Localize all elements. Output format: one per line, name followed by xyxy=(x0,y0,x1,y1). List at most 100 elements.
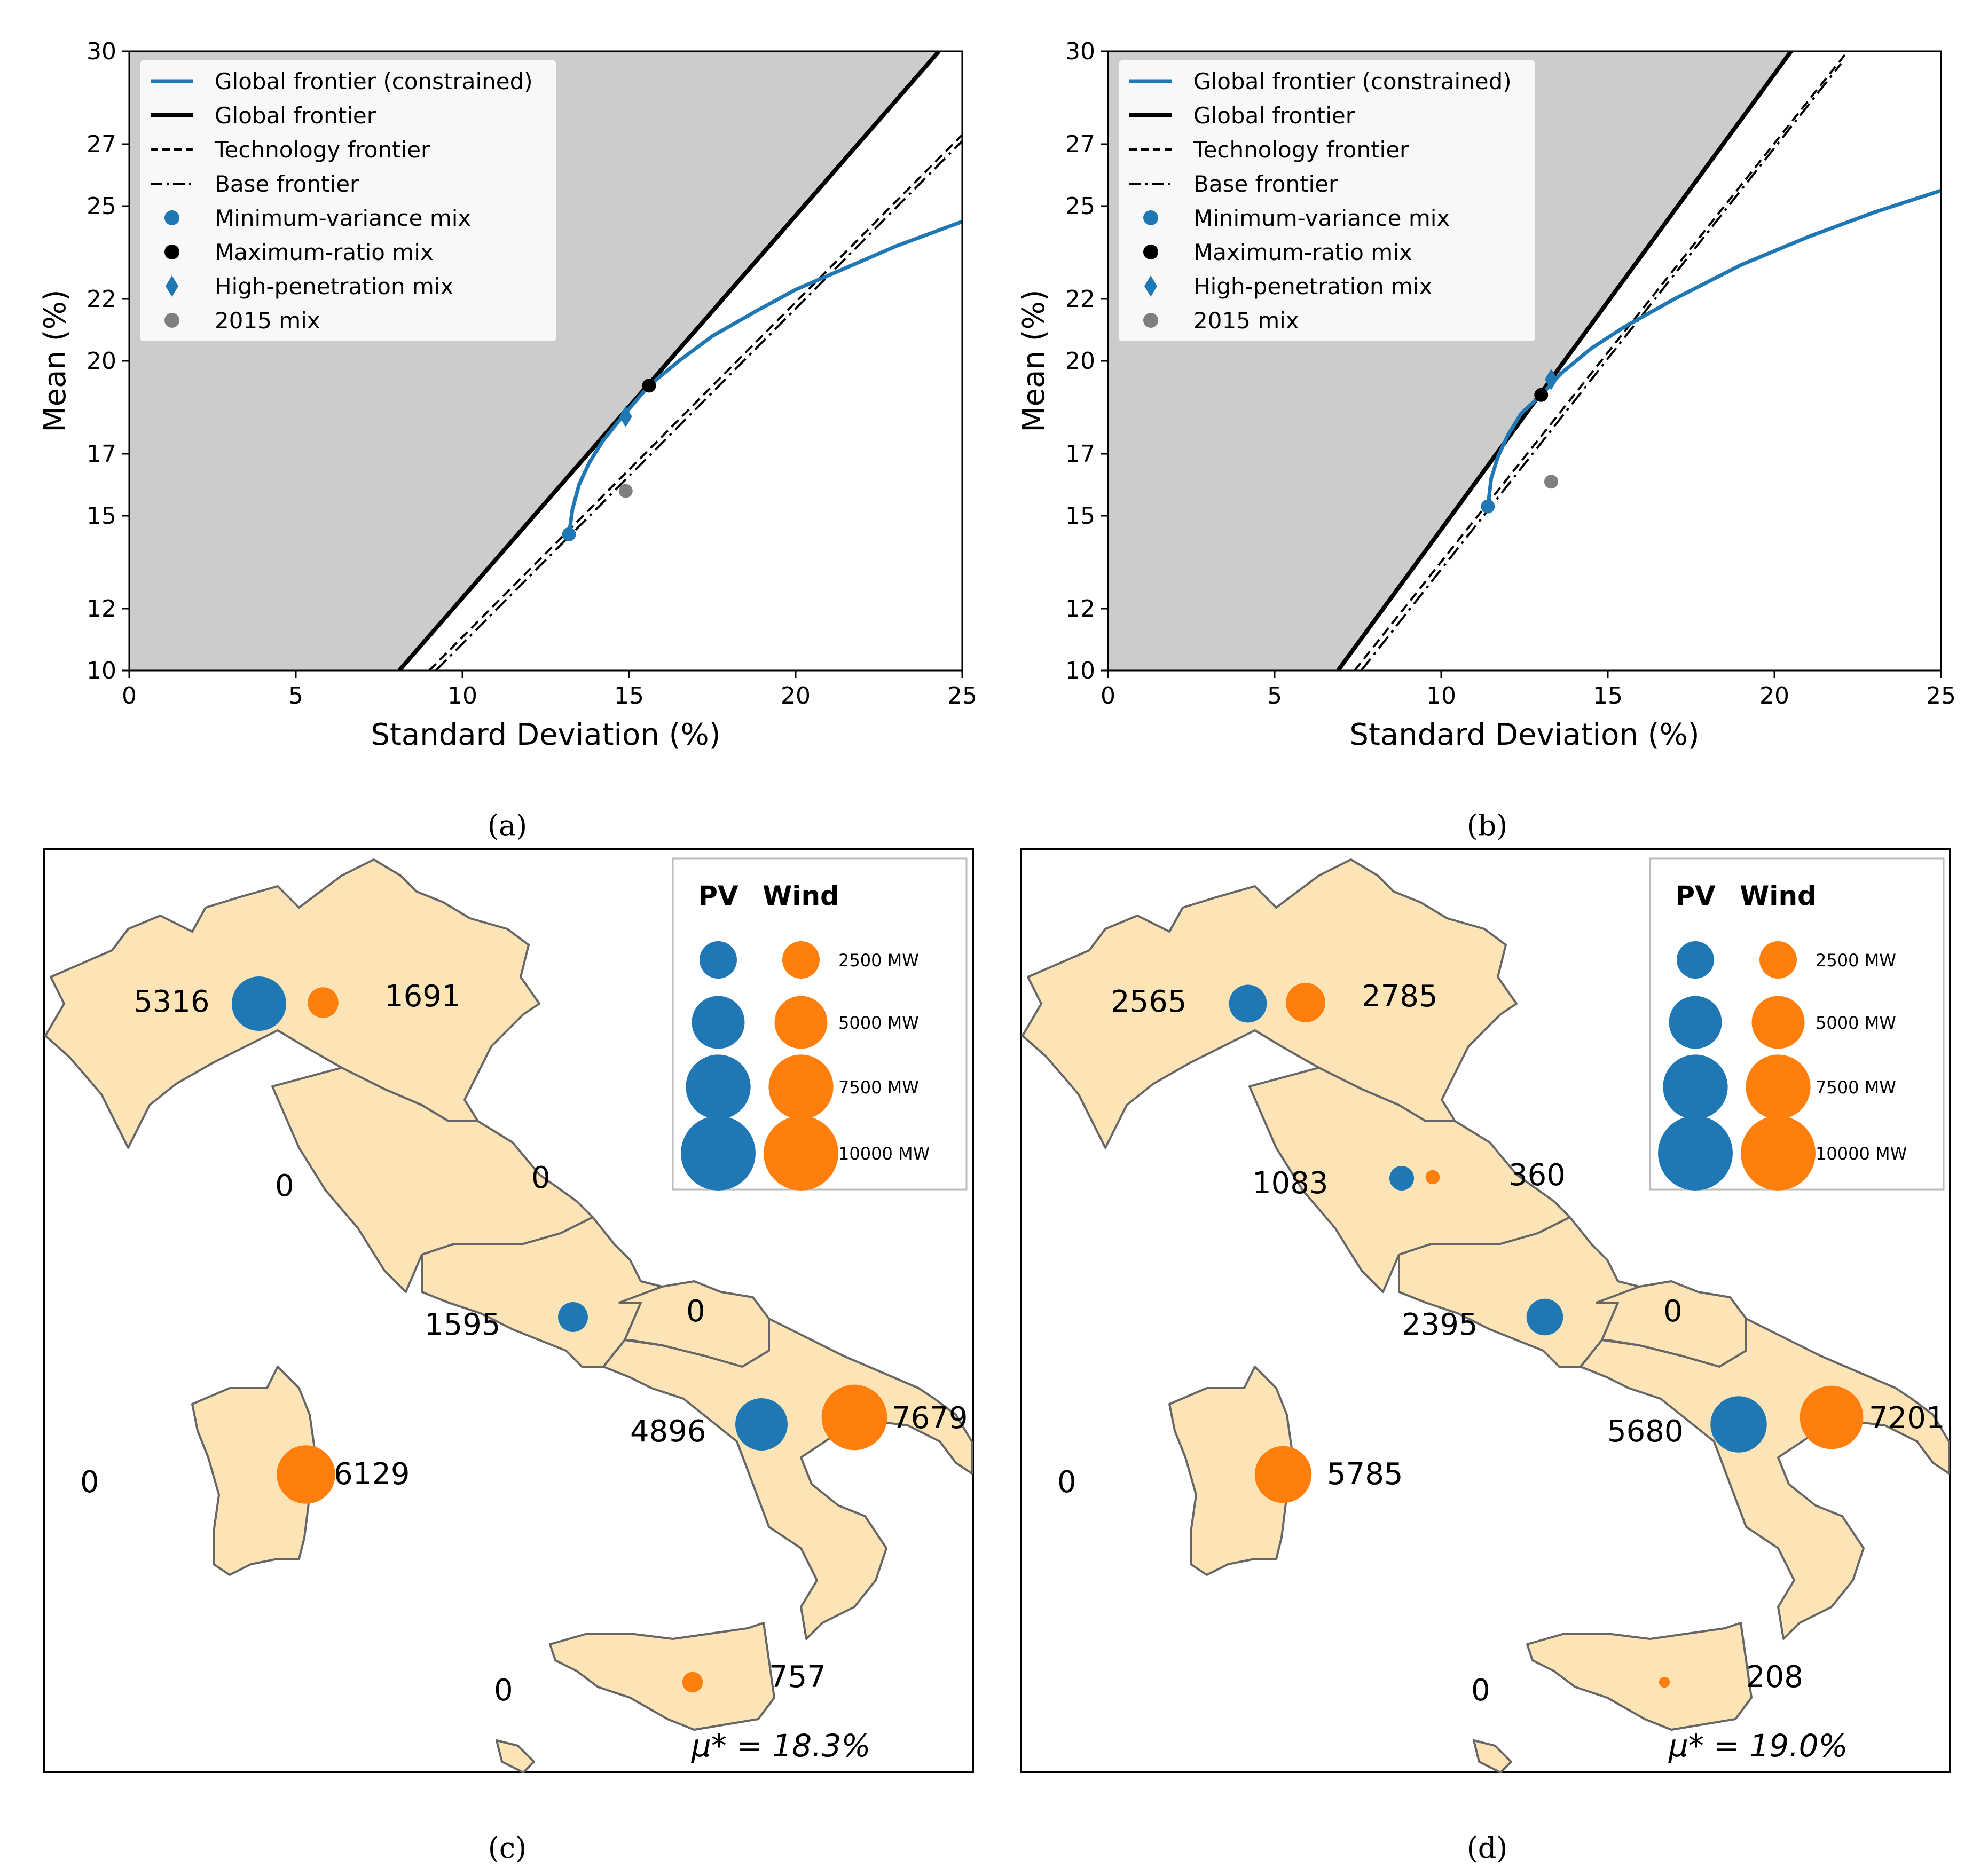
label-centre-south-pv-d: 2395 xyxy=(1402,1307,1478,1342)
wind-bubble-south xyxy=(821,1384,887,1451)
y-tick-label: 17 xyxy=(1065,440,1095,468)
legend-a-label-3: Technology frontier xyxy=(214,137,430,163)
label-north-wind-c: 1691 xyxy=(384,979,461,1014)
x-tick-label: 10 xyxy=(447,682,477,710)
legend-b-label-4: Base frontier xyxy=(1193,171,1338,197)
capacity-bubbles-c xyxy=(231,976,887,1693)
legend-size-label: 7500 MW xyxy=(838,1077,919,1098)
legend-a-label-7: High-penetration mix xyxy=(215,273,453,299)
x-tick-label: 0 xyxy=(122,682,137,710)
label-centre-south-east-zero-c: 0 xyxy=(686,1294,705,1329)
region-sicily-c xyxy=(549,1622,775,1731)
region-north-c xyxy=(44,858,540,1149)
legend-a-label-8: 2015 mix xyxy=(215,308,320,334)
global-frontier-line-a xyxy=(397,51,941,671)
label-sardinia-zero-d: 0 xyxy=(1057,1465,1076,1500)
label-sicily-zero-c: 0 xyxy=(494,1673,513,1708)
legend-size-label: 5000 MW xyxy=(838,1013,919,1033)
pv-bubble-centre-south xyxy=(558,1302,588,1332)
legend-a-label-6: Maximum-ratio mix xyxy=(215,239,434,265)
wind-bubble-north xyxy=(1286,983,1325,1022)
legend-b-label-5: Minimum-variance mix xyxy=(1193,205,1450,231)
wind-bubble-sardinia xyxy=(1254,1446,1312,1503)
global-frontier-constrained-line-b xyxy=(1486,188,1941,507)
legend-wind-bubble xyxy=(1741,1116,1816,1191)
map-legend-d: PV Wind 2500 MW 5000 MW 7500 MW 10000 MW xyxy=(1649,857,1945,1191)
x-tick-label: 5 xyxy=(1267,682,1282,710)
minimum-variance-point-b xyxy=(1481,499,1495,514)
x-tick-label: 0 xyxy=(1101,682,1115,710)
wind-bubble-sicily xyxy=(1659,1676,1670,1688)
x-tick-label: 5 xyxy=(288,682,303,710)
region-sardinia-c xyxy=(191,1366,316,1576)
panel-d: PV Wind 2500 MW 5000 MW 7500 MW 10000 MW 25… xyxy=(1020,848,1951,1865)
label-sicily-zero-d: 0 xyxy=(1471,1673,1490,1708)
y-tick-label: 25 xyxy=(87,193,116,220)
map-legend-c: PV Wind 2500 MW 5000 MW 7500 MW 10000 MW xyxy=(672,857,968,1191)
y-tick-label: 30 xyxy=(1065,38,1095,65)
label-sardinia-zero-c: 0 xyxy=(80,1465,99,1500)
legend-wind-header-d: Wind xyxy=(1740,880,1817,911)
pv-bubble-north xyxy=(231,976,287,1031)
x-tick-label: 15 xyxy=(1593,682,1623,710)
x-ticks-a: 0 5 10 15 20 25 xyxy=(122,671,977,710)
y-tick-label: 15 xyxy=(87,502,116,530)
mu-annotation-d: μ* = 19.0% xyxy=(1668,1728,1848,1764)
legend-pv-bubble xyxy=(681,1116,756,1191)
label-south-wind-c: 7679 xyxy=(892,1401,968,1436)
x-tick-label: 20 xyxy=(781,682,811,710)
legend-wind-bubble xyxy=(782,941,820,979)
legend-pv-header-c: PV xyxy=(698,880,738,911)
legend-wind-bubble xyxy=(1751,996,1805,1049)
legend-size-label: 5000 MW xyxy=(1816,1013,1896,1033)
x-tick-label: 15 xyxy=(614,682,644,710)
legend-size-label: 2500 MW xyxy=(1816,950,1896,971)
y-tick-label: 22 xyxy=(87,286,116,313)
y-tick-label: 10 xyxy=(87,657,116,684)
label-north-pv-c: 5316 xyxy=(133,984,210,1019)
y-tick-label: 10 xyxy=(1065,657,1095,684)
label-sardinia-wind-d: 5785 xyxy=(1327,1457,1403,1492)
region-island-d xyxy=(1473,1739,1512,1773)
x-tick-label: 25 xyxy=(947,682,977,710)
panel-a: 0 5 10 15 20 25 10 12 15 17 20 22 25 27 30 Standard D… xyxy=(38,38,977,842)
y-tick-label: 12 xyxy=(1065,595,1095,622)
legend-pv-header-d: PV xyxy=(1675,880,1716,911)
y-tick-label: 25 xyxy=(1065,193,1095,220)
wind-bubble-centre-north xyxy=(1425,1170,1440,1185)
x-tick-label: 25 xyxy=(1926,682,1956,710)
wind-bubble-south xyxy=(1800,1385,1864,1449)
label-north-pv-d: 2565 xyxy=(1111,984,1187,1019)
legend-pv-bubble xyxy=(1677,941,1714,979)
legend-a-label-2: Global frontier xyxy=(215,103,376,129)
region-island-c xyxy=(496,1739,535,1773)
mix-2015-point-b xyxy=(1544,475,1558,489)
label-sicily-wind-c: 757 xyxy=(769,1660,826,1694)
legend-b-label-1: Global frontier (constrained) xyxy=(1193,68,1512,94)
technology-frontier-line-a xyxy=(428,134,962,671)
mix-2015-point-a xyxy=(618,484,633,498)
legend-b-label-3: Technology frontier xyxy=(1193,137,1409,163)
y-tick-label: 20 xyxy=(1065,348,1095,375)
technology-frontier-line-b xyxy=(1354,51,1849,671)
label-centre-north-wind-d: 360 xyxy=(1508,1158,1566,1193)
region-sicily-d xyxy=(1526,1622,1753,1731)
label-sardinia-wind-c: 6129 xyxy=(334,1457,410,1492)
x-axis-label-b: Standard Deviation (%) xyxy=(1349,718,1699,752)
wind-bubble-sicily xyxy=(682,1672,703,1693)
legend-wind-bubble xyxy=(1746,1054,1811,1120)
legend-pv-bubble xyxy=(1669,996,1722,1049)
legend-wind-bubble xyxy=(774,996,828,1049)
global-frontier-line-b xyxy=(1336,51,1793,671)
legend-pv-bubble xyxy=(1658,1116,1733,1191)
y-ticks-a: 10 12 15 17 20 22 25 27 30 xyxy=(87,38,129,684)
legend-a: Global frontier (constrained) Global fro… xyxy=(139,59,557,342)
base-frontier-line-b xyxy=(1360,62,1842,671)
label-south-pv-d: 5680 xyxy=(1607,1414,1684,1449)
legend-wind-bubble xyxy=(768,1054,834,1120)
panel-label-c: (c) xyxy=(488,1831,527,1865)
panel-label-a: (a) xyxy=(488,809,527,842)
label-centre-north-west-zero-c: 0 xyxy=(275,1169,294,1203)
legend-size-label: 7500 MW xyxy=(1816,1077,1896,1098)
minimum-variance-point-a xyxy=(562,527,576,541)
